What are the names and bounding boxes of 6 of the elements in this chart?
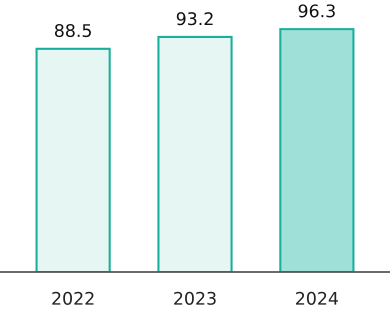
- data-label: 96.3: [298, 4, 335, 18]
- x-tick-label: 2024: [296, 292, 338, 305]
- x-tick-label: 2023: [174, 292, 216, 305]
- x-tick-label: 2022: [52, 292, 94, 305]
- data-label: 93.2: [176, 12, 213, 26]
- data-label: 88.5: [54, 24, 91, 38]
